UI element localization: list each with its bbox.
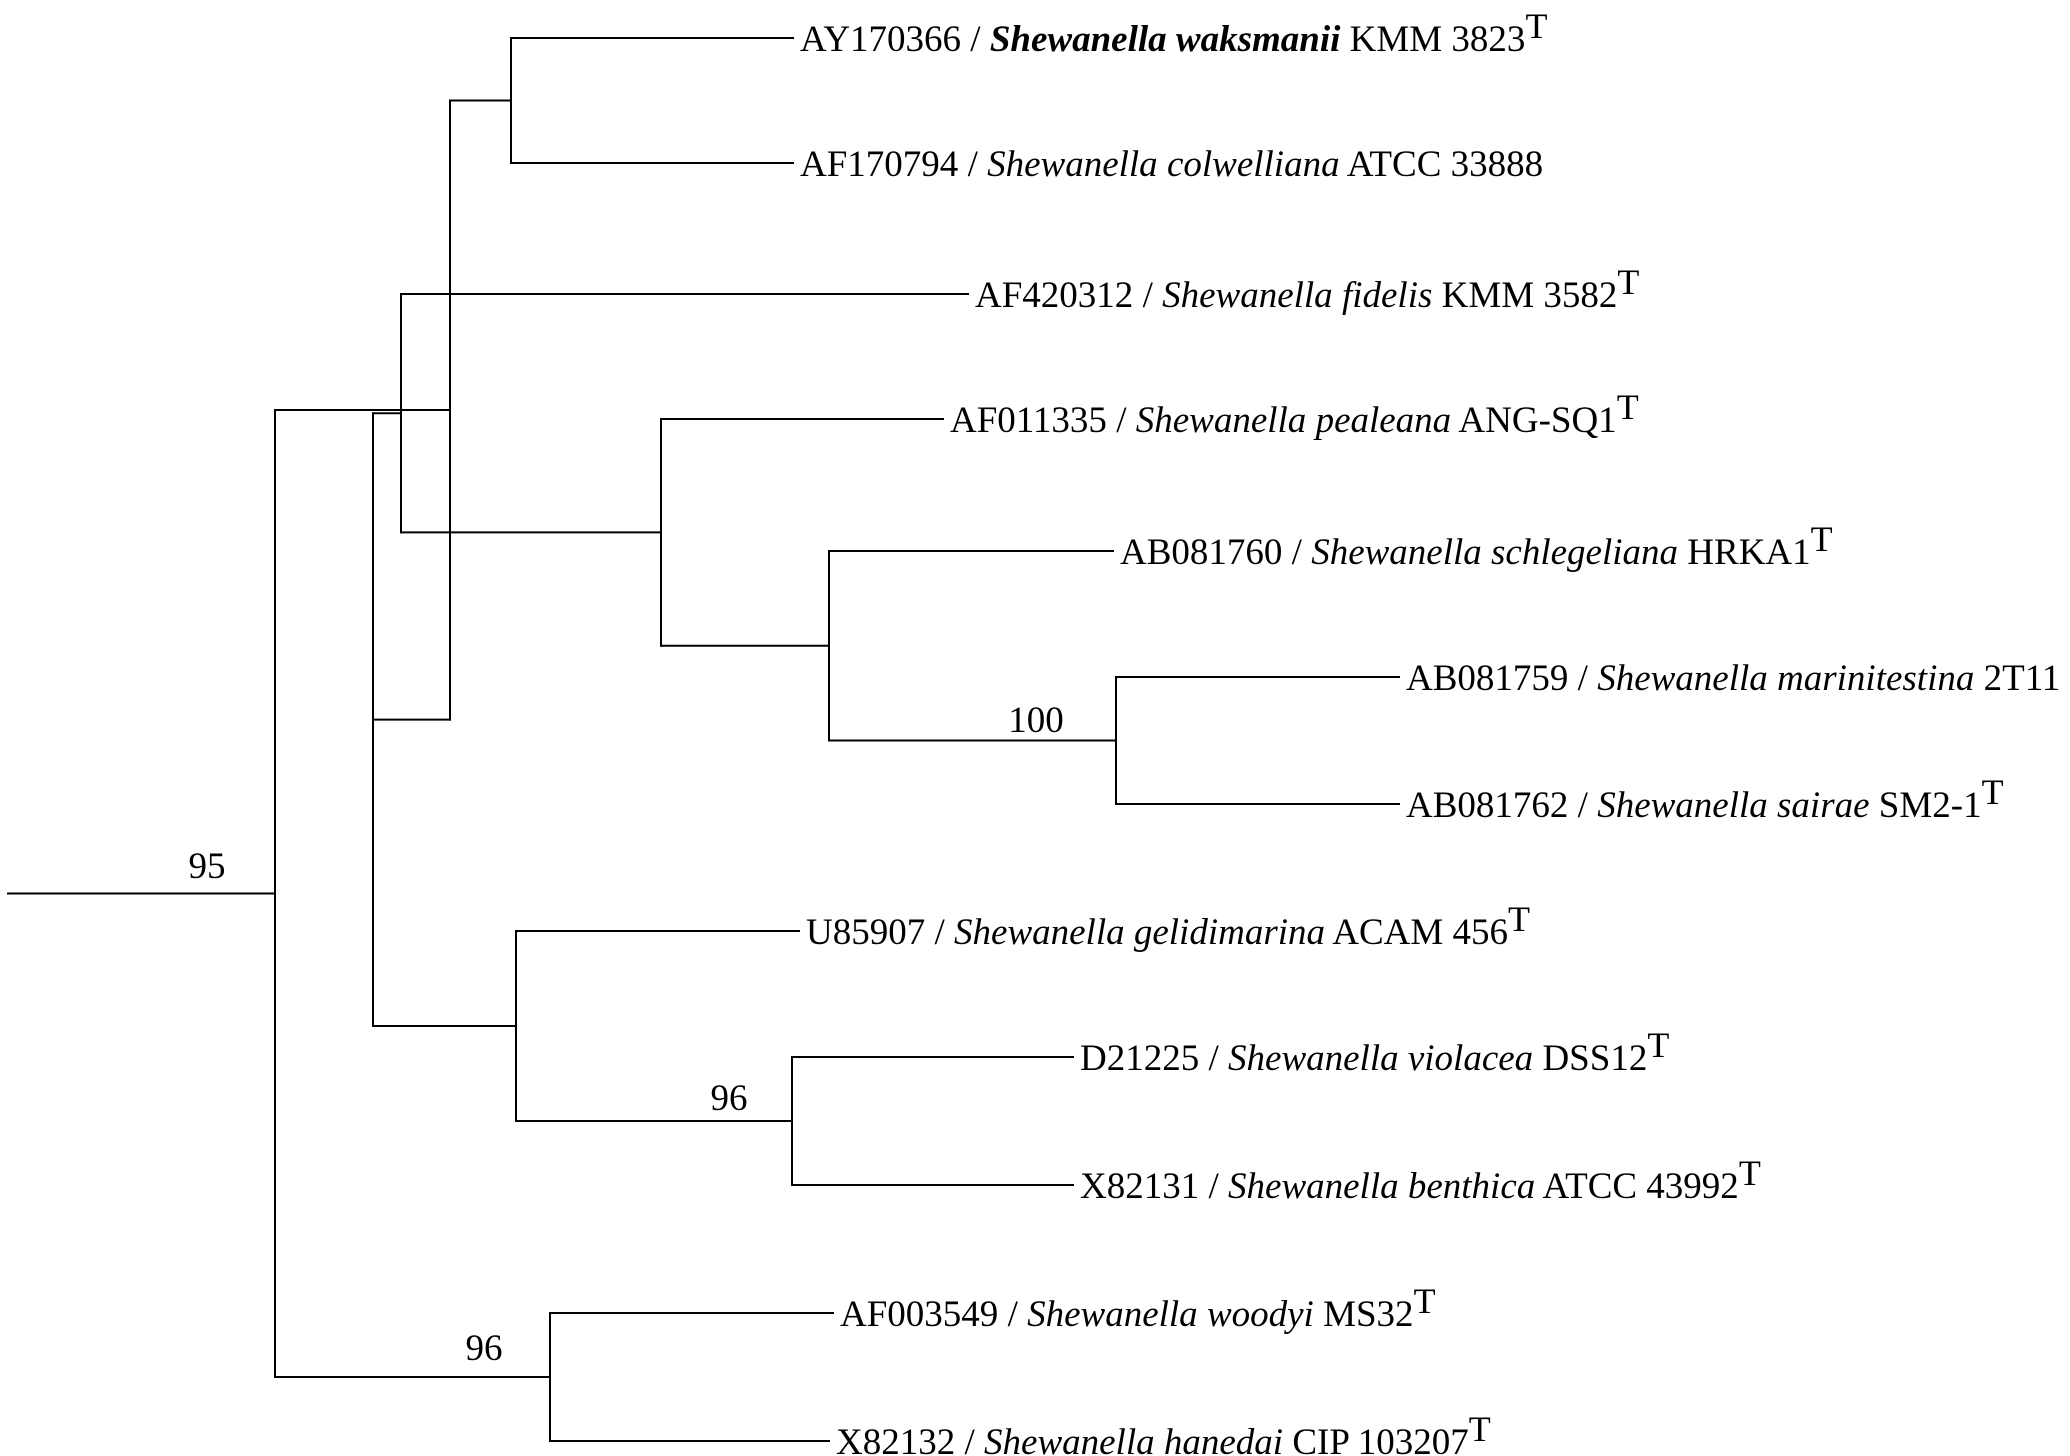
- genus: Shewanella: [1027, 1294, 1198, 1335]
- strain: ATCC 43992: [1542, 1166, 1738, 1207]
- genus: Shewanella: [954, 912, 1125, 953]
- species-name: Shewanella violacea: [1228, 1038, 1533, 1079]
- type-strain-mark: T: [1739, 1153, 1761, 1193]
- accession: AB081760: [1120, 532, 1282, 573]
- species: fidelis: [1342, 275, 1432, 316]
- species-name: Shewanella gelidimarina: [954, 912, 1325, 953]
- genus: Shewanella: [987, 144, 1158, 185]
- genus: Shewanella: [990, 19, 1167, 60]
- leaf-label-sairae: AB081762 / Shewanella sairae SM2-1T: [1406, 772, 2004, 826]
- leaf-label-violacea: D21225 / Shewanella violacea DSS12T: [1080, 1025, 1669, 1079]
- strain: SM2-1: [1879, 785, 1982, 826]
- bootstrap-woodyi-hanedai: 96: [466, 1328, 503, 1369]
- species-name: Shewanella fidelis: [1162, 275, 1432, 316]
- tree-branches: [7, 37, 1400, 1442]
- strain: DSS12: [1542, 1038, 1647, 1079]
- accession: AF170794: [800, 144, 958, 185]
- species-name: Shewanella colwelliana: [987, 144, 1340, 185]
- strain: KMM 3582: [1442, 275, 1618, 316]
- genus: Shewanella: [1136, 400, 1307, 441]
- accession: AB081762: [1406, 785, 1568, 826]
- species: benthica: [1408, 1166, 1535, 1207]
- accession: X82132: [836, 1422, 955, 1456]
- genus: Shewanella: [1162, 275, 1333, 316]
- species-name: Shewanella schlegeliana: [1311, 532, 1678, 573]
- leaf-label-hanedai: X82132 / Shewanella hanedai CIP 103207T: [836, 1409, 1491, 1456]
- type-strain-mark: T: [1811, 519, 1833, 559]
- species: hanedai: [1164, 1422, 1283, 1456]
- strain: 2T11: [1984, 658, 2061, 699]
- strain: ACAM 456: [1332, 912, 1508, 953]
- species-name: Shewanella sairae: [1597, 785, 1869, 826]
- leaf-label-waksmanii: AY170366 / Shewanella waksmanii KMM 3823…: [800, 6, 1547, 60]
- genus: Shewanella: [1311, 532, 1482, 573]
- strain: CIP 103207: [1292, 1422, 1468, 1456]
- species-name: Shewanella hanedai: [984, 1422, 1283, 1456]
- species: marinitestina: [1777, 658, 1974, 699]
- accession: AY170366: [800, 19, 961, 60]
- species-name: Shewanella benthica: [1228, 1166, 1535, 1207]
- species: violacea: [1408, 1038, 1533, 1079]
- species-name: Shewanella marinitestina: [1597, 658, 1974, 699]
- leaf-label-pealeana: AF011335 / Shewanella pealeana ANG-SQ1T: [950, 387, 1639, 441]
- leaf-label-fidelis: AF420312 / Shewanella fidelis KMM 3582T: [975, 262, 1639, 316]
- leaf-label-woodyi: AF003549 / Shewanella woodyi MS32T: [840, 1281, 1436, 1335]
- accession: AF011335: [950, 400, 1107, 441]
- leaf-labels: AY170366 / Shewanella waksmanii KMM 3823…: [800, 6, 2060, 1456]
- bootstrap-values: 95 100 96 96: [189, 700, 1064, 1369]
- species: schlegeliana: [1491, 532, 1678, 573]
- type-strain-mark: T: [1617, 262, 1639, 302]
- genus: Shewanella: [1597, 785, 1768, 826]
- type-strain-mark: T: [1508, 899, 1530, 939]
- type-strain-mark: T: [1469, 1409, 1491, 1449]
- accession: X82131: [1080, 1166, 1199, 1207]
- leaf-label-gelidimarina: U85907 / Shewanella gelidimarina ACAM 45…: [806, 899, 1530, 953]
- species: woodyi: [1207, 1294, 1314, 1335]
- species: gelidimarina: [1134, 912, 1325, 953]
- accession: AF420312: [975, 275, 1133, 316]
- accession: D21225: [1080, 1038, 1199, 1079]
- bootstrap-marinitestina-sairae: 100: [1008, 700, 1064, 741]
- strain: HRKA1: [1687, 532, 1810, 573]
- leaf-label-colwelliana: AF170794 / Shewanella colwelliana ATCC 3…: [800, 144, 1543, 185]
- type-strain-mark: T: [1525, 6, 1547, 46]
- species: sairae: [1777, 785, 1870, 826]
- accession: AB081759: [1406, 658, 1568, 699]
- type-strain-mark: T: [1647, 1025, 1669, 1065]
- genus: Shewanella: [1228, 1166, 1399, 1207]
- species-name: Shewanella waksmanii: [990, 19, 1341, 60]
- species-name: Shewanella pealeana: [1136, 400, 1451, 441]
- leaf-label-schlegeliana: AB081760 / Shewanella schlegeliana HRKA1…: [1120, 519, 1833, 573]
- bootstrap-root: 95: [189, 846, 226, 887]
- type-strain-mark: T: [1414, 1281, 1436, 1321]
- type-strain-mark: T: [1982, 772, 2004, 812]
- strain: ANG-SQ1: [1458, 400, 1616, 441]
- species: colwelliana: [1167, 144, 1340, 185]
- genus: Shewanella: [1228, 1038, 1399, 1079]
- bootstrap-violacea-benthica: 96: [711, 1078, 748, 1119]
- genus: Shewanella: [984, 1422, 1155, 1456]
- strain: ATCC 33888: [1347, 144, 1543, 185]
- leaf-label-benthica: X82131 / Shewanella benthica ATCC 43992T: [1080, 1153, 1761, 1207]
- species-name: Shewanella woodyi: [1027, 1294, 1314, 1335]
- strain: MS32: [1323, 1294, 1413, 1335]
- leaf-label-marinitestina: AB081759 / Shewanella marinitestina 2T11: [1406, 658, 2060, 699]
- type-strain-mark: T: [1617, 387, 1639, 427]
- species: waksmanii: [1176, 19, 1341, 60]
- genus: Shewanella: [1597, 658, 1768, 699]
- accession: U85907: [806, 912, 925, 953]
- strain: KMM 3823: [1350, 19, 1526, 60]
- accession: AF003549: [840, 1294, 998, 1335]
- species: pealeana: [1313, 400, 1452, 441]
